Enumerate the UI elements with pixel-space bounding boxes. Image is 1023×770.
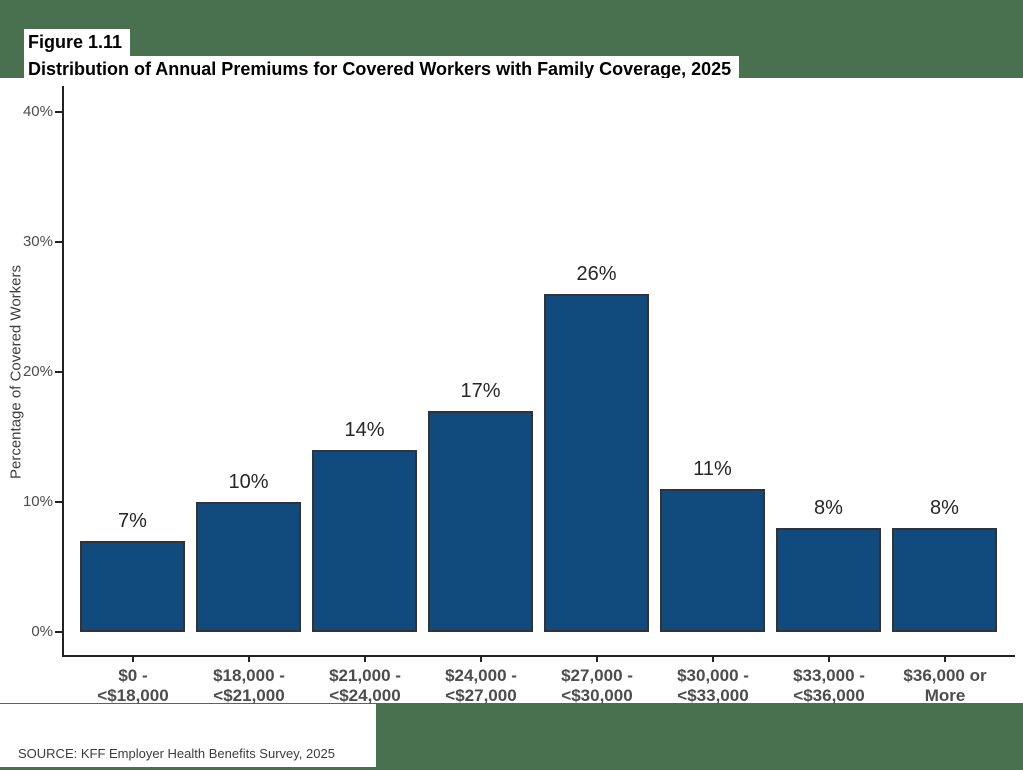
y-axis-line: [62, 86, 64, 657]
bar-value-label: 17%: [460, 380, 501, 402]
x-tick-mark: [827, 656, 830, 662]
y-tick-label: 20%: [22, 363, 53, 380]
bar: [776, 528, 881, 632]
x-tick-mark: [943, 656, 946, 662]
figure-label: Figure 1.11: [24, 29, 131, 56]
x-tick-mark: [363, 656, 366, 662]
bar-value-label: 10%: [228, 471, 269, 493]
x-tick-label: $24,000 - <$27,000: [445, 666, 517, 705]
bar: [428, 411, 533, 632]
source-box: SOURCE: KFF Employer Health Benefits Sur…: [0, 704, 376, 767]
bar-value-label: 8%: [930, 497, 959, 519]
bar: [80, 541, 185, 632]
bar: [660, 489, 765, 632]
source-text: SOURCE: KFF Employer Health Benefits Sur…: [18, 746, 335, 761]
y-tick-label: 10%: [22, 493, 53, 510]
bar-value-label: 7%: [118, 510, 147, 532]
x-tick-mark: [711, 656, 714, 662]
y-tick-mark: [55, 501, 63, 503]
x-axis-line: [62, 655, 1015, 657]
x-tick-label: $18,000 - <$21,000: [213, 666, 285, 705]
bar-value-label: 26%: [576, 263, 617, 285]
bar: [312, 450, 417, 632]
y-tick-mark: [55, 241, 63, 243]
x-tick-label: $0 - <$18,000: [97, 666, 169, 705]
y-tick-mark: [55, 371, 63, 373]
x-tick-label: $30,000 - <$33,000: [677, 666, 749, 705]
bar: [196, 502, 301, 632]
x-tick-mark: [595, 656, 598, 662]
bar-value-label: 8%: [814, 497, 843, 519]
y-tick-label: 30%: [22, 233, 53, 250]
y-tick-mark: [55, 111, 63, 113]
x-tick-mark: [247, 656, 250, 662]
bar: [544, 294, 649, 632]
x-tick-label: $27,000 - <$30,000: [561, 666, 633, 705]
bar-value-label: 14%: [344, 419, 385, 441]
bar: [892, 528, 997, 632]
title-block: Figure 1.11 Distribution of Annual Premi…: [24, 29, 740, 83]
y-tick-mark: [55, 631, 63, 633]
x-tick-mark: [479, 656, 482, 662]
x-tick-label: $36,000 or More: [903, 666, 987, 705]
y-tick-label: 40%: [22, 103, 53, 120]
x-tick-label: $33,000 - <$36,000: [793, 666, 865, 705]
x-tick-mark: [131, 656, 134, 662]
bar-value-label: 11%: [693, 458, 732, 480]
y-tick-label: 0%: [31, 623, 53, 640]
x-tick-label: $21,000 - <$24,000: [329, 666, 401, 705]
